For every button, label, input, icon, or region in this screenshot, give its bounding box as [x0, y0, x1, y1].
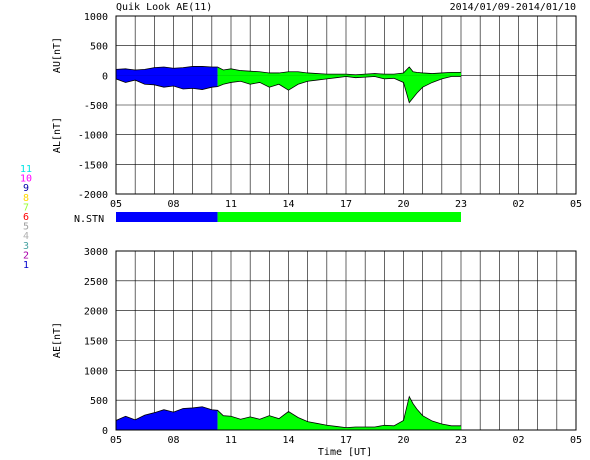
x-tick-label: 14	[282, 199, 294, 210]
y-tick-label: 500	[90, 42, 108, 53]
y-tick-label: -1500	[78, 160, 108, 171]
plot-frame	[115, 250, 577, 431]
au-al-panel: AU[nT] AL[nT] 1000 500 0 -500 -1000 -1500 -200…	[52, 12, 582, 210]
nstn-label: N.STN	[74, 214, 104, 225]
x-tick-label: 02	[512, 435, 524, 446]
legend-station-4: 4	[23, 231, 29, 242]
x-tick-label: 23	[455, 435, 467, 446]
nstn-segment	[217, 212, 461, 222]
y-tick-label: -500	[84, 101, 108, 112]
date-range: 2014/01/09-2014/01/10	[450, 2, 576, 13]
y-tick-label: 500	[90, 396, 108, 407]
chart-title: Quik Look AE(11)	[116, 2, 212, 13]
y-tick-label: -1000	[78, 131, 108, 142]
al-axis-label: AL[nT]	[52, 117, 63, 153]
x-tick-label: 17	[340, 199, 352, 210]
x-tick-label: 05	[110, 199, 122, 210]
area-fill	[217, 396, 461, 430]
x-tick-label: 20	[397, 199, 409, 210]
y-tick-label: 1000	[84, 366, 108, 377]
x-tick-label: 11	[225, 435, 237, 446]
x-tick-label: 08	[167, 435, 179, 446]
y-tick-label: 1500	[84, 337, 108, 348]
legend-station-5: 5	[23, 222, 29, 233]
x-tick-label: 17	[340, 435, 352, 446]
nstn-segment	[116, 212, 218, 222]
x-tick-label: 05	[110, 435, 122, 446]
ae-axis-label: AE[nT]	[52, 322, 63, 358]
x-tick-label: 05	[570, 199, 582, 210]
x-tick-label: 08	[167, 199, 179, 210]
legend-station-10: 10	[20, 174, 32, 185]
area-fill	[116, 75, 218, 90]
series-line-al	[116, 76, 461, 104]
y-tick-label: 2000	[84, 307, 108, 318]
x-tick-label: 20	[397, 435, 409, 446]
y-tick-label: 2500	[84, 277, 108, 288]
legend-station-11: 11	[20, 164, 32, 175]
area-fill	[116, 66, 218, 76]
legend-station-7: 7	[23, 202, 29, 213]
x-tick-label: 02	[512, 199, 524, 210]
station-count-bar: N.STN	[74, 212, 461, 225]
x-tick-label: 05	[570, 435, 582, 446]
plot-frame	[115, 15, 577, 195]
y-tick-label: 1000	[84, 12, 108, 23]
y-tick-label: 3000	[84, 247, 108, 258]
area-fill	[116, 406, 218, 430]
y-tick-label: 0	[102, 71, 108, 82]
legend-station-9: 9	[23, 183, 29, 194]
area-fill	[217, 75, 461, 103]
legend-station-8: 8	[23, 193, 29, 204]
series-line-au	[116, 66, 461, 76]
legend-station-2: 2	[23, 250, 29, 261]
au-axis-label: AU[nT]	[52, 37, 63, 73]
x-tick-label: 14	[282, 435, 294, 446]
x-axis-label: Time [UT]	[318, 447, 372, 458]
x-tick-label: 23	[455, 199, 467, 210]
legend-station-1: 1	[23, 260, 29, 271]
legend-station-6: 6	[23, 212, 29, 223]
legend-station-3: 3	[23, 241, 29, 252]
series-line-ae	[116, 395, 461, 429]
y-tick-label: 0	[102, 426, 108, 437]
y-tick-label: -2000	[78, 190, 108, 201]
x-tick-label: 11	[225, 199, 237, 210]
